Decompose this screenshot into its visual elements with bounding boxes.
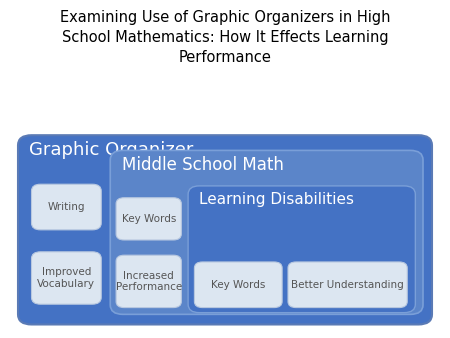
Text: Better Understanding: Better Understanding — [291, 280, 404, 290]
Text: Improved
Vocabulary: Improved Vocabulary — [37, 267, 95, 289]
FancyBboxPatch shape — [194, 262, 282, 308]
Text: Key Words: Key Words — [122, 214, 176, 224]
Text: Key Words: Key Words — [211, 280, 266, 290]
Text: Examining Use of Graphic Organizers in High
School Mathematics: How It Effects L: Examining Use of Graphic Organizers in H… — [60, 10, 390, 65]
Text: Middle School Math: Middle School Math — [122, 156, 284, 174]
FancyBboxPatch shape — [18, 135, 432, 324]
FancyBboxPatch shape — [116, 255, 181, 308]
FancyBboxPatch shape — [32, 184, 101, 230]
FancyBboxPatch shape — [188, 186, 415, 313]
Text: Increased
Performance: Increased Performance — [116, 271, 182, 292]
Text: Graphic Organizer: Graphic Organizer — [29, 141, 194, 159]
FancyBboxPatch shape — [110, 150, 423, 314]
FancyBboxPatch shape — [288, 262, 407, 308]
FancyBboxPatch shape — [116, 198, 181, 240]
FancyBboxPatch shape — [32, 252, 101, 304]
Text: Learning Disabilities: Learning Disabilities — [199, 192, 354, 207]
Text: Writing: Writing — [48, 202, 85, 212]
